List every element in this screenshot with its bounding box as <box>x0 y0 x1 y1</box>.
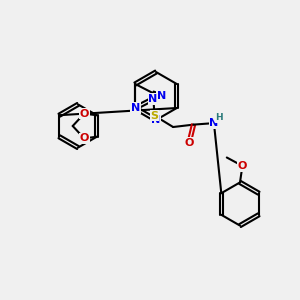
Text: S: S <box>151 111 158 121</box>
Text: O: O <box>80 133 89 143</box>
Text: H: H <box>215 113 223 122</box>
Text: O: O <box>184 138 194 148</box>
Text: N: N <box>148 94 158 104</box>
Text: N: N <box>152 115 160 125</box>
Text: N: N <box>157 91 166 101</box>
Text: N: N <box>209 118 218 128</box>
Text: O: O <box>238 161 247 171</box>
Text: O: O <box>80 109 89 119</box>
Text: N: N <box>130 103 140 113</box>
